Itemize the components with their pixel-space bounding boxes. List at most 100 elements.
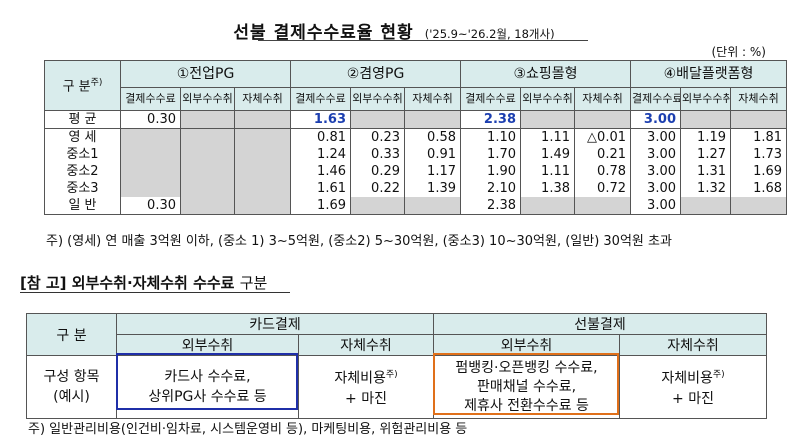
table-cell: 1.19 <box>680 128 731 146</box>
title-period: ('25.9~'26.2월, 18개사) <box>424 27 555 41</box>
table-cell: 0.33 <box>350 146 405 163</box>
table-cell <box>120 163 181 180</box>
sub-header: 자체수취 <box>404 87 461 111</box>
table-cell: 1.49 <box>520 146 575 163</box>
table-cell: 2.38 <box>460 197 521 215</box>
table-cell: 3.00 <box>630 163 681 180</box>
table-cell: 0.78 <box>574 163 631 180</box>
table-cell <box>234 180 291 197</box>
ref-prepaid-internal: 자체비용주) + 마진 <box>619 355 767 419</box>
fee-rate-table: 구 분주) ①전업PG ②겸영PG ③쇼핑몰형 ④배달플랫폼형 결제수수료 외부수수취 자체수… <box>44 60 788 215</box>
ref-row-label-line: (예시) <box>53 389 90 405</box>
highlight-box-prepaid-external <box>433 353 619 415</box>
table-cell: 1.31 <box>680 163 731 180</box>
category-header-text: 구 분 <box>62 79 91 95</box>
table-cell <box>574 110 631 129</box>
title-main: 선불 결제수수료율 현황 <box>233 23 414 43</box>
ref-card-internal: 자체비용주) + 마진 <box>298 355 434 419</box>
table-cell <box>574 197 631 215</box>
ref-sub-header: 외부수취 <box>433 334 620 356</box>
table-cell: 1.11 <box>520 128 575 146</box>
table-cell: 3.00 <box>630 197 681 215</box>
ref-cell-line: 펌뱅킹·오픈뱅킹 수수료, <box>455 359 598 376</box>
ref-row-label: 구성 항목 (예시) <box>26 355 117 419</box>
ref-cell-line: + 마진 <box>672 390 714 407</box>
sub-header: 결제수수료 <box>630 87 681 111</box>
table-cell: 3.00 <box>630 128 681 146</box>
group-header: ②겸영PG <box>290 60 461 88</box>
table-cell: 0.29 <box>350 163 405 180</box>
ref-category-header: 구 분 <box>26 313 117 356</box>
table-cell: 1.24 <box>290 146 351 163</box>
table-cell: 1.73 <box>729 146 788 163</box>
table-cell <box>120 146 181 163</box>
table-cell: 1.69 <box>729 163 788 180</box>
table-cell: 2.10 <box>460 180 521 197</box>
category-note-mark: 주) <box>90 78 103 89</box>
table-cell <box>180 163 235 180</box>
table-cell <box>180 128 235 146</box>
ref-row-label-line: 구성 항목 <box>43 369 100 385</box>
table-cell <box>180 146 235 163</box>
ref-cost-note-mark: 주) <box>385 370 398 381</box>
sub-header: 결제수수료 <box>460 87 521 111</box>
table-cell <box>234 146 291 163</box>
table-cell: 1.81 <box>729 128 788 146</box>
ref-sub-header: 자체수취 <box>619 334 767 356</box>
table-cell <box>729 197 788 215</box>
highlight-box-card-external <box>116 353 298 410</box>
table-cell: 0.21 <box>574 146 631 163</box>
sub-header: 결제수수료 <box>290 87 351 111</box>
ref-cell-line: 판매채널 수수료, <box>476 378 577 395</box>
table-cell <box>680 197 731 215</box>
ref-sub-header: 외부수취 <box>116 334 299 356</box>
ref-group-card: 카드결제 <box>116 313 434 335</box>
sub-header: 외부수수취 <box>680 87 731 111</box>
table-cell <box>520 110 575 129</box>
table-cell: 0.30 <box>120 197 181 215</box>
row-label: 중소2 <box>44 163 121 180</box>
group-header: ④배달플랫폼형 <box>629 60 788 88</box>
ref-cell-line: 제휴사 전환수수료 등 <box>464 397 589 414</box>
table-cell: 1.27 <box>680 146 731 163</box>
table-footnote: 주) (영세) 연 매출 3억원 이하, (중소 1) 3~5억원, (중소2)… <box>46 234 672 249</box>
page-title: 선불 결제수수료율 현황 ('25.9~'26.2월, 18개사) <box>0 18 788 43</box>
ref-cell-line: 상위PG사 수수료 등 <box>148 389 267 405</box>
table-cell <box>404 110 461 129</box>
table-cell: 0.72 <box>574 180 631 197</box>
table-cell: 1.39 <box>404 180 461 197</box>
table-cell <box>350 110 405 129</box>
group-header: ③쇼핑몰형 <box>460 60 631 88</box>
ref-cell-line: + 마진 <box>345 390 387 407</box>
ref-prepaid-external: 펌뱅킹·오픈뱅킹 수수료, 판매채널 수수료, 제휴사 전환수수료 등 <box>433 355 620 419</box>
table-cell: 0.22 <box>350 180 405 197</box>
table-cell <box>234 128 291 146</box>
ref-cell-text: 자체비용 <box>334 370 386 387</box>
table-cell: 0.91 <box>404 146 461 163</box>
table-cell <box>350 197 405 215</box>
table-cell: 3.00 <box>630 180 681 197</box>
table-cell: 1.46 <box>290 163 351 180</box>
sub-header: 외부수수취 <box>180 87 235 111</box>
table-cell: 1.32 <box>680 180 731 197</box>
unit-label: (단위 : %) <box>711 45 766 59</box>
table-cell: 1.10 <box>460 128 521 146</box>
ref-sub-header: 자체수취 <box>298 334 434 356</box>
table-cell <box>729 110 788 129</box>
sub-header: 외부수수취 <box>520 87 575 111</box>
ref-cell-text: 자체비용 <box>661 370 713 387</box>
reference-title: [참 고] 외부수취·자체수취 수수료 구분 <box>20 272 267 293</box>
table-cell: 1.90 <box>460 163 521 180</box>
table-cell <box>520 197 575 215</box>
table-cell: 0.23 <box>350 128 405 146</box>
ref-cell-line: 자체비용주) <box>620 365 766 389</box>
table-cell: 1.63 <box>290 110 351 129</box>
sub-header: 자체수취 <box>234 87 291 111</box>
row-label: 일 반 <box>44 197 121 215</box>
table-cell: 1.61 <box>290 180 351 197</box>
table-cell <box>180 110 235 129</box>
reference-title-underline <box>20 292 290 293</box>
table-cell: 1.38 <box>520 180 575 197</box>
table-cell <box>234 197 291 215</box>
title-underline <box>258 40 588 41</box>
